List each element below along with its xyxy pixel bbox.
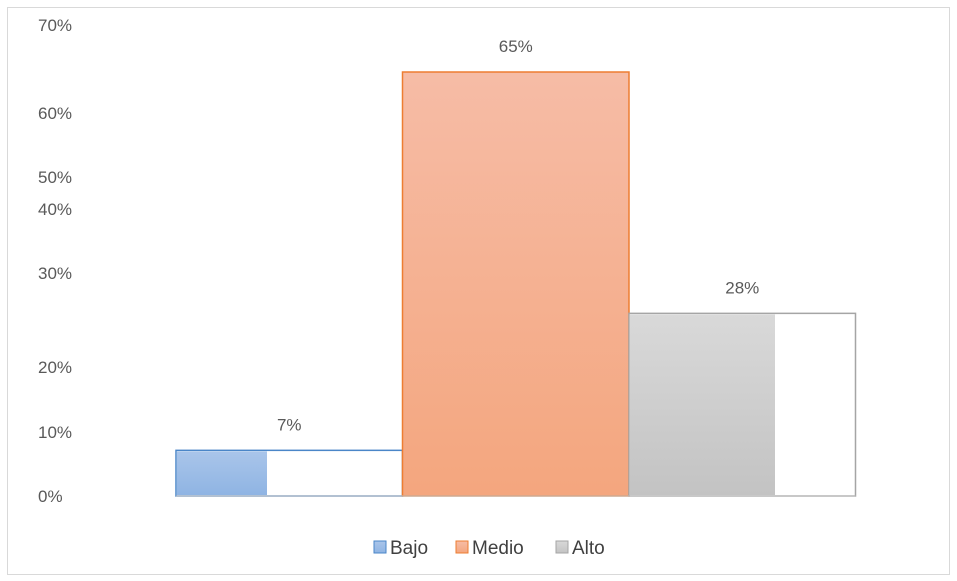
y-tick-label: 20% bbox=[38, 358, 72, 377]
bar-bajo bbox=[177, 451, 267, 495]
legend-label-alto: Alto bbox=[572, 538, 605, 559]
legend-label-medio: Medio bbox=[472, 538, 524, 559]
y-tick-label: 10% bbox=[38, 423, 72, 442]
data-label-bajo: 7% bbox=[277, 415, 302, 434]
legend-swatch-bajo bbox=[373, 540, 387, 554]
y-tick-label: 30% bbox=[38, 264, 72, 283]
bar-medio bbox=[401, 71, 630, 497]
y-tick-label: 60% bbox=[38, 104, 72, 123]
legend-swatch-alto bbox=[555, 540, 569, 554]
y-tick-label: 70% bbox=[38, 16, 72, 35]
bar-alto bbox=[630, 314, 775, 495]
data-label-medio: 65% bbox=[499, 37, 533, 56]
legend-swatch-medio bbox=[455, 540, 469, 554]
data-label-alto: 28% bbox=[725, 278, 759, 297]
y-tick-label: 40% bbox=[38, 200, 72, 219]
y-tick-label: 0% bbox=[38, 487, 63, 506]
y-tick-label: 50% bbox=[38, 168, 72, 187]
legend-label-bajo: Bajo bbox=[390, 538, 428, 559]
